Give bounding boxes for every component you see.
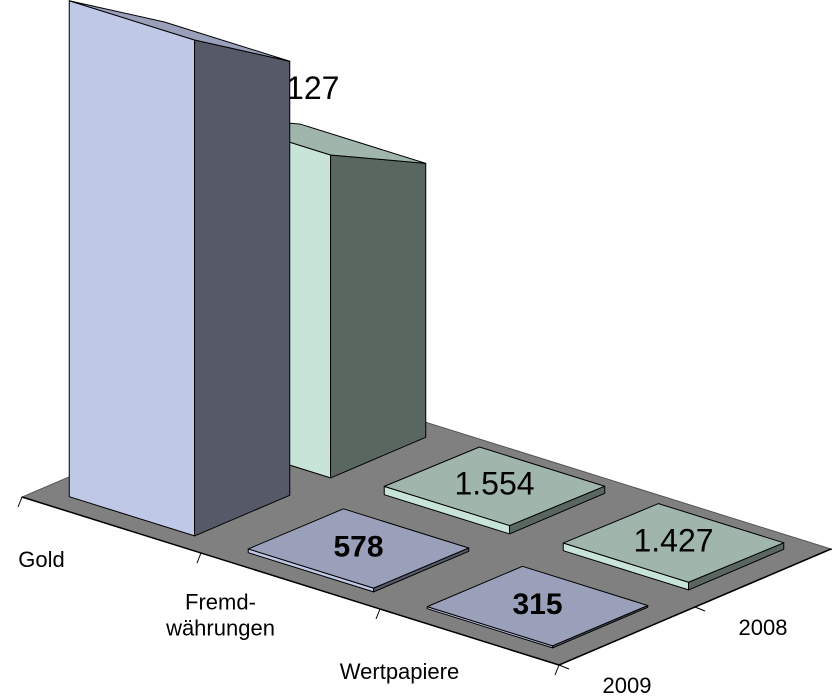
bar-side: [194, 39, 291, 537]
data-label: 315: [512, 588, 562, 621]
axis-tick: [554, 664, 560, 676]
bar-top: [562, 503, 785, 583]
category-label: Gold: [18, 546, 65, 572]
bar: [247, 508, 470, 593]
bar-top: [426, 565, 649, 647]
bar: [426, 565, 649, 649]
bar-top: [68, 0, 291, 62]
category-label: Wertpapiere: [339, 658, 460, 684]
series-label: 2009: [602, 672, 652, 698]
bar-side: [330, 154, 427, 479]
bar: [68, 0, 291, 537]
bar: [383, 446, 606, 535]
data-label: 578: [333, 530, 383, 563]
bar: [562, 503, 785, 591]
axis-tick: [694, 606, 706, 612]
data-label: 1.427: [633, 522, 713, 558]
data-label: 1.554: [454, 466, 534, 502]
bar-front: [68, 0, 196, 537]
bar-top: [247, 508, 470, 589]
axis-tick: [375, 608, 381, 620]
series-label: 2008: [738, 614, 788, 640]
category-axis: [21, 496, 560, 666]
axis-tick: [17, 496, 23, 508]
axis-tick: [196, 552, 202, 564]
category-label: Fremd- währungen: [166, 589, 275, 641]
axis-tick: [558, 664, 570, 670]
bar-top: [383, 446, 606, 527]
